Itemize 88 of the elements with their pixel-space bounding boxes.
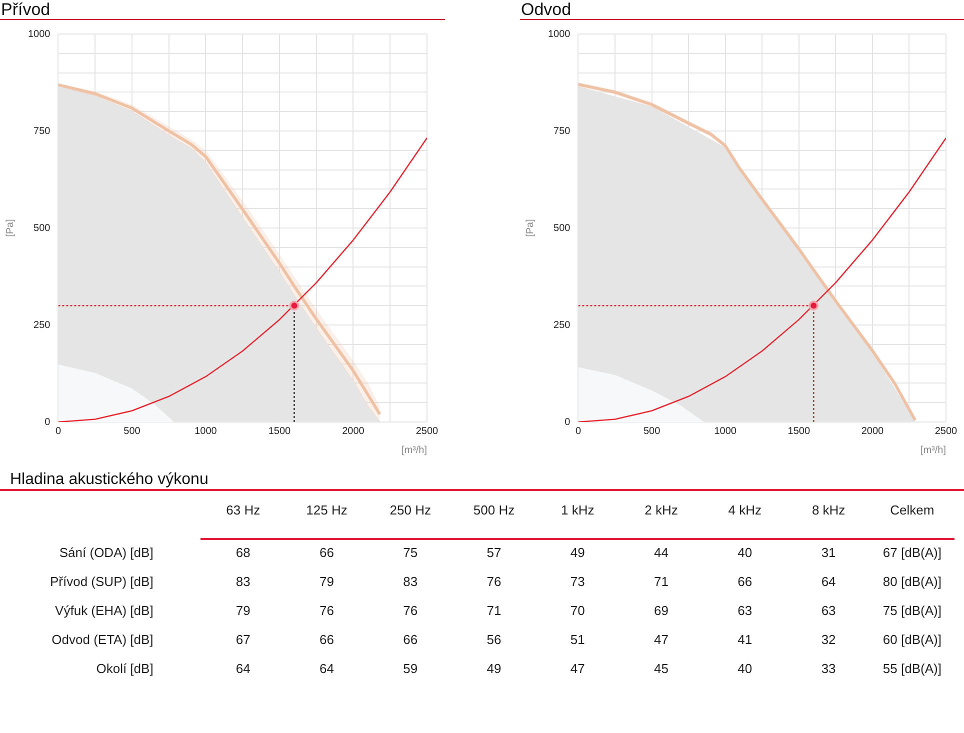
text: 67 (236, 632, 250, 648)
x-axis-title: [m³/h] (920, 444, 946, 456)
category-label: Odvod (ETA) [dB] (52, 632, 154, 648)
x-tick-label: 1500 (268, 426, 292, 437)
text: 41 (738, 632, 752, 648)
x-tick-label: 500 (643, 426, 661, 437)
text: 31 (821, 544, 836, 560)
text: Hladina akustického výkonu (0, 470, 964, 491)
x-tick-label: 500 (124, 426, 141, 437)
category-label: Přívod (SUP) [dB] (50, 574, 154, 589)
text: 76 (403, 603, 418, 618)
text: 64 (320, 661, 334, 676)
text: 76 (486, 574, 502, 589)
category-label: Celkem (890, 502, 934, 518)
y-tick-label: 1000 (548, 28, 571, 40)
text: 64 (236, 661, 250, 676)
text: 47 (654, 632, 669, 648)
text: 40 (738, 661, 752, 676)
x-tick-label: 2000 (861, 426, 884, 437)
x-axis-title: [m³/h] (401, 444, 428, 456)
y-axis-title: [Pa] (4, 218, 16, 237)
x-tick-label: 0 (575, 426, 582, 437)
text: 66 (738, 574, 752, 589)
text: 79 (236, 603, 250, 618)
y-tick-label: 0 (564, 416, 571, 428)
y-tick-label: 250 (554, 320, 571, 331)
text: 40 (738, 544, 752, 560)
text: 79 (320, 574, 334, 589)
text: 67 [dB(A)] (882, 544, 942, 560)
y-tick-label: 750 (554, 126, 571, 137)
text: 66 (403, 632, 418, 648)
chart-title: Odvod (520, 0, 964, 20)
text: 64 (821, 574, 836, 589)
text: 76 (320, 603, 334, 618)
x-tick-label: 1000 (714, 426, 737, 437)
x-tick-label: 1500 (788, 426, 810, 437)
text: 55 [dB(A)] (882, 661, 942, 676)
text: 33 (821, 661, 836, 676)
text: 32 (821, 632, 836, 648)
text: 75 [dB(A)] (882, 603, 942, 618)
text: 49 (570, 544, 585, 560)
chart-title: Přívod (0, 0, 445, 20)
text: 60 [dB(A)] (882, 632, 942, 648)
text: 68 (236, 544, 250, 560)
y-tick-label: 500 (554, 222, 571, 234)
text: 73 (570, 574, 585, 589)
text: 71 (654, 574, 669, 589)
text: 57 (486, 544, 502, 560)
x-tick-label: 2000 (342, 426, 365, 437)
text: 44 (654, 544, 669, 560)
y-tick-label: 0 (44, 416, 51, 428)
text: 83 (403, 574, 418, 589)
y-tick-label: 750 (34, 126, 51, 137)
y-tick-label: 1000 (28, 28, 51, 40)
text: 56 (486, 632, 502, 648)
category-label: 8 kHz (812, 502, 846, 518)
text: 63 (821, 603, 836, 618)
text: 69 (654, 603, 669, 618)
text: 71 (486, 603, 502, 618)
y-tick-label: 500 (34, 222, 51, 234)
category-label: 250 Hz (390, 502, 431, 518)
x-tick-label: 2500 (934, 426, 958, 437)
y-axis-title: [Pa] (524, 218, 536, 237)
text: 51 (570, 632, 585, 648)
category-label: Okolí [dB] (96, 661, 154, 676)
category-label: 63 Hz (226, 502, 260, 518)
text: 59 (403, 661, 418, 676)
text: 49 (486, 661, 502, 676)
category-label: 1 kHz (561, 502, 594, 518)
text: 83 (236, 574, 250, 589)
text: 66 (320, 544, 334, 560)
category-label: Sání (ODA) [dB] (59, 544, 154, 560)
text: 80 [dB(A)] (882, 574, 942, 589)
x-tick-label: 2500 (416, 426, 439, 437)
text: 70 (570, 603, 585, 618)
category-label: 2 kHz (644, 502, 678, 518)
category-label: 125 Hz (306, 502, 348, 518)
text: 63 (738, 603, 752, 618)
x-tick-label: 1000 (194, 426, 218, 437)
category-label: Výfuk (EHA) [dB] (55, 603, 154, 618)
x-tick-label: 0 (55, 426, 62, 437)
text: 75 (403, 544, 418, 560)
category-label: 500 Hz (473, 502, 515, 518)
y-tick-label: 250 (34, 320, 51, 331)
text: 45 (654, 661, 669, 676)
text: 66 (320, 632, 334, 648)
text: 47 (570, 661, 585, 676)
category-label: 4 kHz (728, 502, 762, 518)
